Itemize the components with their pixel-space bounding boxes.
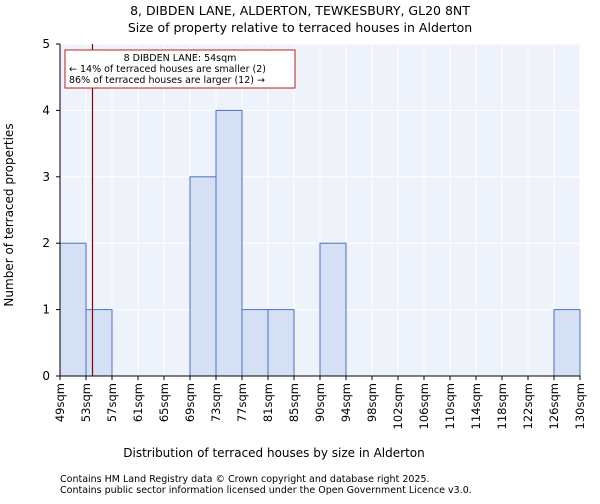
y-tick-label-2: 2 — [42, 236, 50, 250]
x-tick-label-130sqm: 130sqm — [573, 383, 587, 429]
x-tick-label-106sqm: 106sqm — [417, 383, 431, 429]
x-tick-label-49sqm: 49sqm — [53, 383, 67, 422]
x-tick-label-65sqm: 65sqm — [157, 383, 171, 422]
x-tick-label-77sqm: 77sqm — [235, 383, 249, 422]
annotation-frame — [64, 49, 296, 89]
x-tick-label-102sqm: 102sqm — [391, 383, 405, 429]
x-tick-label-69sqm: 69sqm — [183, 383, 197, 422]
x-tick-label-57sqm: 57sqm — [105, 383, 119, 422]
footer-copyright: Contains HM Land Registry data © Crown c… — [60, 474, 430, 485]
bar-77sqm — [241, 309, 269, 377]
chart-subtitle: Size of property relative to terraced ho… — [128, 20, 472, 35]
x-tick-label-61sqm: 61sqm — [131, 383, 145, 422]
annotation-smaller: ← 14% of terraced houses are smaller (2) — [69, 64, 266, 75]
footer-licence: Contains public sector information licen… — [60, 485, 472, 496]
bar-126sqm — [553, 309, 581, 377]
chart-title: 8, DIBDEN LANE, ALDERTON, TEWKESBURY, GL… — [130, 3, 470, 18]
bar-90sqm — [319, 242, 347, 377]
x-tick-label-126sqm: 126sqm — [547, 383, 561, 429]
bar-49sqm — [59, 242, 87, 377]
y-axis-label: Number of terraced properties — [2, 123, 16, 306]
x-tick-label-90sqm: 90sqm — [313, 383, 327, 422]
x-tick-label-98sqm: 98sqm — [365, 383, 379, 422]
y-tick-label-4: 4 — [42, 103, 50, 117]
bar-53sqm — [85, 309, 113, 377]
annotation-title: 8 DIBDEN LANE: 54sqm — [124, 53, 237, 64]
y-tick-label-0: 0 — [42, 369, 50, 383]
bar-69sqm — [189, 176, 217, 377]
x-tick-label-53sqm: 53sqm — [79, 383, 93, 422]
x-ticks: 49sqm 53sqm 57sqm 61sqm 65sqm 69sqm 73sqm 77sqm… — [53, 376, 587, 429]
y-tick-label-5: 5 — [42, 37, 50, 51]
x-tick-label-94sqm: 94sqm — [339, 383, 353, 422]
bar-81sqm — [267, 309, 295, 377]
y-tick-label-1: 1 — [42, 303, 50, 317]
bar-73sqm — [215, 109, 243, 377]
x-tick-label-114sqm: 114sqm — [469, 383, 483, 429]
y-ticks: 0 1 2 3 4 5 — [42, 37, 60, 383]
x-tick-label-81sqm: 81sqm — [261, 383, 275, 422]
x-tick-label-110sqm: 110sqm — [443, 383, 457, 429]
x-tick-label-85sqm: 85sqm — [287, 383, 301, 422]
x-axis-label: Distribution of terraced houses by size … — [123, 446, 424, 460]
x-tick-label-122sqm: 122sqm — [521, 383, 535, 429]
annotation-larger: 86% of terraced houses are larger (12) → — [69, 75, 265, 86]
x-tick-label-118sqm: 118sqm — [495, 383, 509, 429]
y-tick-label-3: 3 — [42, 170, 50, 184]
annotation-box: 8 DIBDEN LANE: 54sqm ← 14% of terraced h… — [64, 49, 296, 89]
x-tick-label-73sqm: 73sqm — [209, 383, 223, 422]
